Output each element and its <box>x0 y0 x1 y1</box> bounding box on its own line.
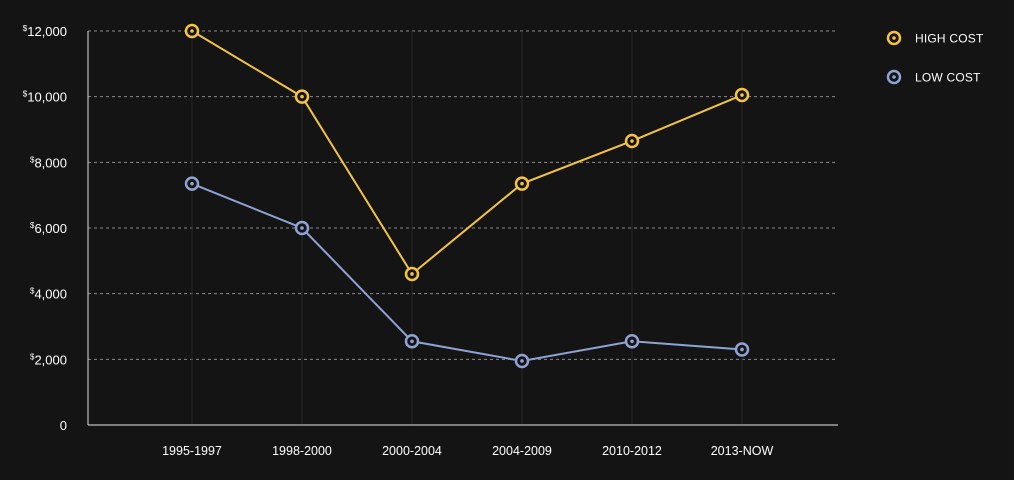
data-point-0-4[interactable] <box>624 133 640 149</box>
legend: HIGH COST LOW COST <box>886 30 984 85</box>
legend-marker-icon <box>886 69 902 85</box>
axes <box>87 31 838 426</box>
series-line-1 <box>191 182 743 362</box>
y-tick-label-4: $8,000 <box>30 155 67 170</box>
legend-marker-icon <box>886 30 902 46</box>
x-tick-label-3: 2004-2009 <box>492 444 552 458</box>
data-point-0-0[interactable] <box>184 23 200 39</box>
data-point-0-1[interactable] <box>294 89 310 104</box>
series-1 <box>184 176 750 369</box>
x-tick-label-5: 2013-NOW <box>711 444 774 458</box>
y-tick-label-6: $12,000 <box>23 24 67 39</box>
y-axis-ticks: 0 $2,000 $4,000 $6,000 $8,000 $10,000 $12,000 <box>23 24 67 433</box>
data-point-1-3[interactable] <box>514 353 530 369</box>
x-tick-label-1: 1998-2000 <box>272 444 332 458</box>
data-point-1-4[interactable] <box>624 334 640 349</box>
legend-item-0[interactable]: HIGH COST <box>886 30 984 46</box>
legend-label-1: LOW COST <box>915 71 981 85</box>
series-0 <box>184 23 750 282</box>
x-tick-label-4: 2010-2012 <box>602 444 662 458</box>
legend-label-0: HIGH COST <box>915 32 984 46</box>
series-group <box>184 23 750 369</box>
legend-item-1[interactable]: LOW COST <box>886 69 981 85</box>
data-point-1-0[interactable] <box>184 176 200 191</box>
data-point-1-1[interactable] <box>294 220 310 236</box>
data-point-0-5[interactable] <box>734 87 750 103</box>
grid-lines <box>88 30 838 360</box>
y-tick-label-3: $6,000 <box>30 221 67 236</box>
data-point-0-2[interactable] <box>404 266 420 282</box>
data-point-0-3[interactable] <box>514 176 530 191</box>
y-tick-label-1: $2,000 <box>30 352 67 367</box>
data-point-1-2[interactable] <box>404 334 420 349</box>
y-tick-label-0: 0 <box>60 418 67 433</box>
x-tick-label-2: 2000-2004 <box>382 444 442 458</box>
data-point-1-5[interactable] <box>734 342 750 357</box>
x-axis-ticks: 1995-1997 1998-2000 2000-2004 2004-2009 2010… <box>162 444 773 458</box>
x-tick-label-0: 1995-1997 <box>162 444 222 458</box>
series-line-0 <box>191 30 743 276</box>
y-tick-label-5: $10,000 <box>23 90 67 105</box>
y-tick-label-2: $4,000 <box>30 287 67 302</box>
